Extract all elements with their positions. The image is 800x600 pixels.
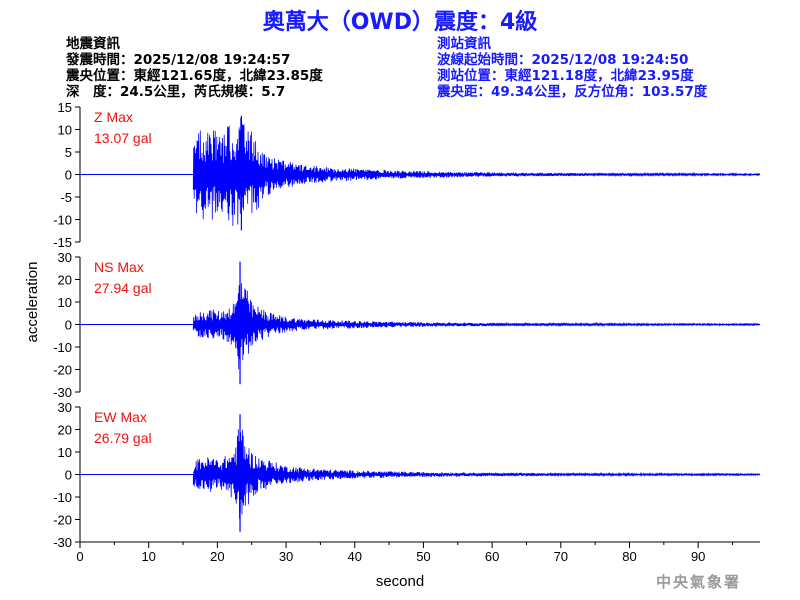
z-ytick-label: 10	[58, 123, 72, 138]
ns-ytick-label: -10	[53, 340, 72, 355]
ns-ytick-label: -20	[53, 363, 72, 378]
waveform-start-time: 波線起始時間：2025/12/08 19:24:50	[437, 52, 689, 68]
ew-waveform-trace	[192, 429, 760, 519]
ns-waveform-trace	[192, 276, 760, 370]
z-ytick-label: -10	[53, 213, 72, 228]
ns-ytick-label: 30	[58, 250, 72, 265]
z-ytick-label: 5	[65, 145, 72, 160]
xtick-label: 50	[416, 549, 430, 564]
ns-ytick-label: -30	[53, 385, 72, 400]
xtick-label: 40	[348, 549, 362, 564]
ns-ytick-label: 0	[65, 318, 72, 333]
station-location: 測站位置：東經121.18度，北緯23.95度	[437, 68, 694, 84]
z-ytick-label: 15	[58, 100, 72, 115]
ns-ytick-label: 20	[58, 273, 72, 288]
ew-ytick-label: -20	[53, 513, 72, 528]
ew-ytick-label: 20	[58, 423, 72, 438]
quake-info-heading: 地震資訊	[66, 36, 120, 52]
ew-max-value: 26.79 gal	[94, 430, 152, 446]
epicentral-distance: 震央距：49.34公里，反方位角：103.57度	[437, 84, 708, 100]
x-axis-label: second	[376, 573, 424, 590]
ew-ytick-label: 0	[65, 468, 72, 483]
z-waveform-trace	[192, 117, 760, 227]
quake-epicenter: 震央位置：東經121.65度，北緯23.85度	[66, 68, 323, 84]
ew-max-label: EW Max	[94, 409, 147, 425]
ew-ytick-label: -10	[53, 490, 72, 505]
quake-info-block: 地震資訊 發震時間：2025/12/08 19:24:57 震央位置：東經121…	[66, 36, 323, 100]
xtick-label: 10	[141, 549, 155, 564]
ns-max-label: NS Max	[94, 259, 144, 275]
station-info-heading: 測站資訊	[437, 36, 491, 52]
agency-watermark: 中央氣象署	[656, 573, 742, 591]
quake-depth-magnitude: 深 度：24.5公里，芮氏規模：5.7	[66, 84, 286, 100]
station-info-block: 測站資訊 波線起始時間：2025/12/08 19:24:50 測站位置：東經1…	[437, 36, 707, 100]
xtick-label: 60	[485, 549, 499, 564]
ns-ytick-label: 10	[58, 295, 72, 310]
quake-origin-time: 發震時間：2025/12/08 19:24:57	[66, 52, 291, 68]
xtick-label: 30	[279, 549, 293, 564]
z-ytick-label: 0	[65, 168, 72, 183]
xtick-label: 90	[691, 549, 705, 564]
ew-ytick-label: 10	[58, 445, 72, 460]
page-title: 奧萬大（OWD）震度：4級	[262, 10, 538, 35]
xtick-label: 20	[210, 549, 224, 564]
xtick-label: 0	[76, 549, 83, 564]
ns-max-value: 27.94 gal	[94, 280, 152, 296]
z-max-label: Z Max	[94, 109, 133, 125]
xtick-label: 70	[554, 549, 568, 564]
ew-ytick-label: 30	[58, 400, 72, 415]
xtick-label: 80	[622, 549, 636, 564]
y-axis-label: acceleration	[24, 262, 41, 343]
z-ytick-label: -15	[53, 235, 72, 250]
z-max-value: 13.07 gal	[94, 130, 152, 146]
ew-ytick-label: -30	[53, 535, 72, 550]
z-ytick-label: -5	[60, 190, 72, 205]
